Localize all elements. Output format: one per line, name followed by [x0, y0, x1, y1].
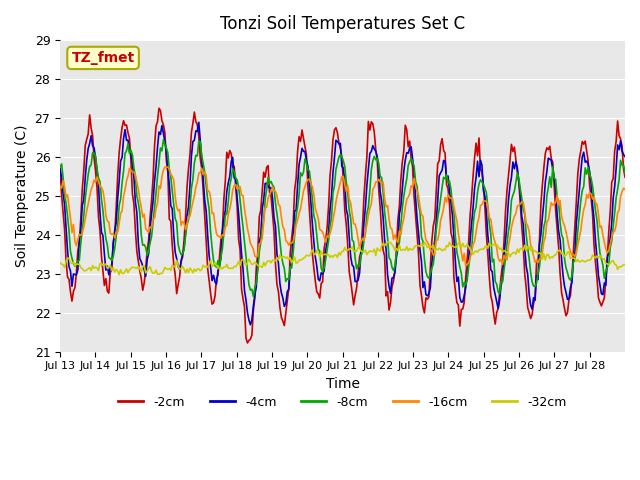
-8cm — [350, 239, 358, 245]
-2cm — [244, 340, 252, 346]
-16cm — [462, 263, 470, 269]
-16cm — [621, 187, 629, 192]
-4cm — [76, 238, 83, 243]
-2cm — [621, 174, 629, 180]
Line: -32cm: -32cm — [60, 242, 625, 275]
-4cm — [350, 264, 358, 270]
-4cm — [195, 120, 203, 125]
-4cm — [56, 166, 64, 171]
Legend: -2cm, -4cm, -8cm, -16cm, -32cm: -2cm, -4cm, -8cm, -16cm, -32cm — [113, 391, 572, 414]
-8cm — [621, 170, 629, 176]
-16cm — [76, 231, 83, 237]
Y-axis label: Soil Temperature (C): Soil Temperature (C) — [15, 125, 29, 267]
-2cm — [155, 106, 163, 111]
-16cm — [93, 174, 101, 180]
-16cm — [620, 185, 627, 191]
-8cm — [56, 164, 64, 170]
-32cm — [76, 261, 83, 267]
-2cm — [620, 166, 627, 171]
-8cm — [76, 257, 83, 263]
Line: -8cm: -8cm — [60, 140, 625, 297]
-32cm — [546, 256, 554, 262]
Line: -2cm: -2cm — [60, 108, 625, 343]
-8cm — [462, 282, 470, 288]
-4cm — [621, 154, 629, 159]
-4cm — [546, 156, 554, 162]
-2cm — [350, 302, 358, 308]
-16cm — [161, 164, 169, 170]
-8cm — [620, 162, 627, 168]
-32cm — [621, 262, 629, 267]
-8cm — [546, 174, 554, 180]
-8cm — [250, 294, 257, 300]
-32cm — [348, 244, 356, 250]
-2cm — [93, 185, 101, 191]
-32cm — [56, 260, 64, 265]
-32cm — [93, 265, 101, 271]
-32cm — [384, 239, 392, 245]
X-axis label: Time: Time — [326, 377, 360, 391]
Line: -4cm: -4cm — [60, 122, 625, 325]
-2cm — [76, 239, 83, 245]
-32cm — [620, 262, 627, 267]
-4cm — [620, 152, 627, 157]
Line: -16cm: -16cm — [60, 167, 625, 266]
-16cm — [546, 208, 554, 214]
-16cm — [460, 251, 468, 256]
Text: TZ_fmet: TZ_fmet — [72, 51, 134, 65]
-8cm — [93, 166, 101, 172]
-16cm — [56, 183, 64, 189]
-2cm — [462, 274, 470, 280]
-4cm — [462, 285, 470, 290]
-4cm — [93, 167, 101, 173]
-4cm — [246, 322, 254, 328]
-32cm — [115, 272, 123, 277]
-32cm — [462, 243, 470, 249]
-16cm — [348, 211, 356, 217]
-2cm — [546, 144, 554, 149]
-8cm — [159, 137, 167, 143]
-2cm — [56, 168, 64, 174]
Title: Tonzi Soil Temperatures Set C: Tonzi Soil Temperatures Set C — [220, 15, 465, 33]
